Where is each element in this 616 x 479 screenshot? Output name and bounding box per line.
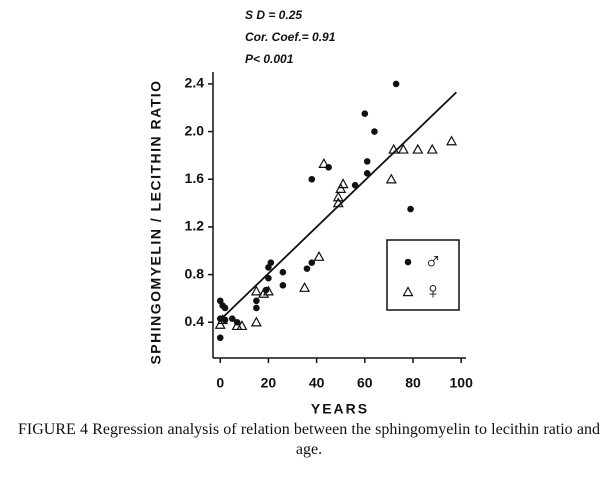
caption: FIGURE 4 Regression analysis of relation… [18,421,600,458]
legend-marker [402,286,414,297]
point [236,320,248,331]
legend-marker [404,258,412,266]
point [299,281,311,292]
point [351,181,359,189]
legend-label: ♀ [424,277,442,304]
y-tick-label: 1.2 [185,218,205,234]
point [446,135,458,146]
point [267,259,275,266]
point [258,287,270,298]
y-axis-label: SPHINGOMYELIN / LECITHIN RATIO [148,79,164,364]
point [265,274,272,282]
point [361,110,369,118]
x-tick-label: 0 [216,375,224,391]
point [332,197,344,208]
point [388,143,400,154]
point [337,178,349,189]
x-tick-label: 40 [309,375,325,391]
point [303,265,311,272]
point [412,143,424,154]
point [279,282,287,289]
point [250,285,262,296]
y-tick-label: 2.0 [185,122,205,138]
x-tick-label: 20 [261,375,277,391]
point [216,334,224,342]
point [397,143,409,154]
point [313,250,325,261]
y-tick-label: 2.4 [185,75,205,91]
point [318,158,330,168]
point [217,314,229,325]
point [262,285,274,296]
annotation: P< 0.001 [245,52,294,66]
y-tick-label: 1.6 [185,170,205,186]
point [221,304,229,312]
chart: S D = 0.25 Cor. Coef.= 0.91 P< 0.001 YEA… [148,8,474,417]
y-tick-label: 0.8 [185,265,205,281]
point [371,128,378,135]
point [253,297,260,305]
point [253,304,260,312]
x-axis-label: YEARS [311,401,369,417]
x-tick-label: 100 [450,375,474,391]
point [335,183,347,193]
point [250,316,262,327]
x-tick-label: 60 [357,375,373,391]
x-tick-label: 80 [405,375,421,391]
point [214,318,226,329]
legend-box [386,239,460,311]
point [407,205,414,213]
annotation: S D = 0.25 [245,8,302,22]
point [332,191,344,202]
point [308,259,316,266]
point [228,315,236,322]
point [279,268,287,276]
legend-label: ♂ [424,247,442,274]
annotation: Cor. Coef.= 0.91 [245,30,336,44]
regression-line [219,91,457,321]
y-tick-label: 0.4 [185,313,205,329]
point [392,80,400,88]
point [363,169,371,177]
point [308,175,316,183]
point [426,143,438,154]
point [363,158,371,165]
point [385,173,397,184]
